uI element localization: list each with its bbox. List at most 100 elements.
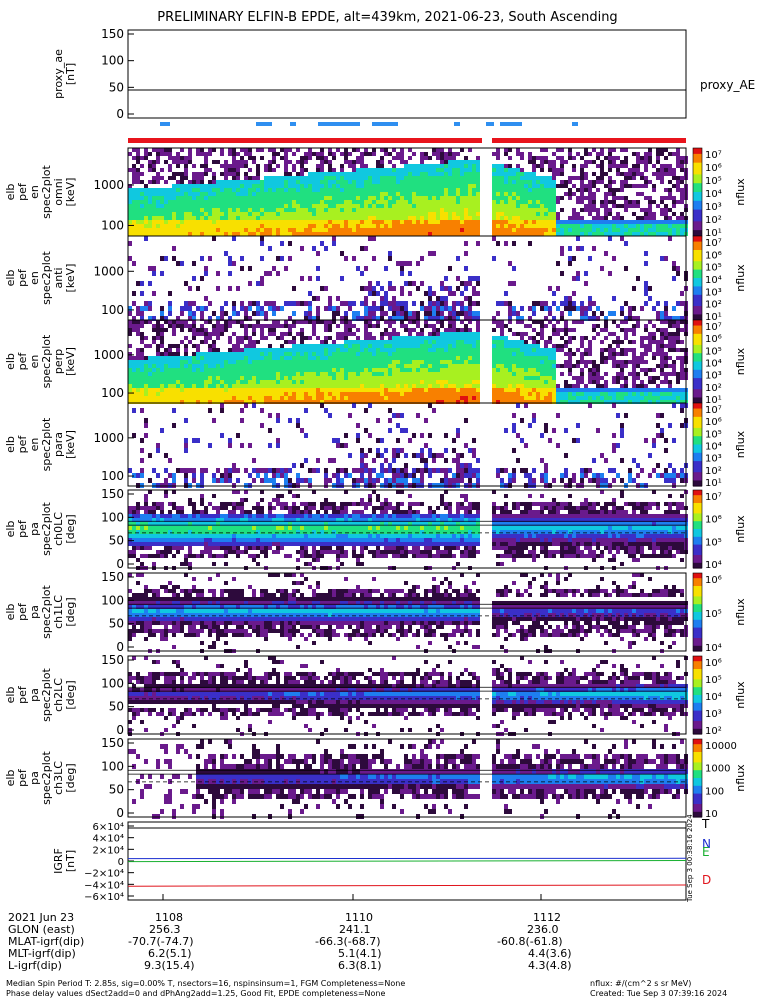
heatmap-cell bbox=[388, 348, 392, 352]
heatmap-cell bbox=[304, 311, 308, 316]
heatmap-cell bbox=[128, 380, 132, 384]
heatmap-cell bbox=[552, 204, 556, 208]
heatmap-cell bbox=[648, 152, 652, 156]
heatmap-cell bbox=[180, 192, 184, 196]
heatmap-cell bbox=[460, 160, 464, 164]
heatmap-cell bbox=[624, 148, 628, 152]
heatmap-cell bbox=[220, 164, 224, 168]
heatmap-cell bbox=[664, 212, 668, 216]
heatmap-cell bbox=[172, 160, 176, 164]
heatmap-cell bbox=[668, 172, 672, 176]
heatmap-cell bbox=[188, 188, 192, 192]
heatmap-cell bbox=[444, 316, 448, 321]
heatmap-cell bbox=[256, 224, 260, 228]
heatmap-cell bbox=[300, 396, 304, 400]
heatmap-cell bbox=[440, 160, 444, 164]
heatmap-cell bbox=[496, 180, 500, 184]
heatmap-cell bbox=[524, 372, 528, 376]
heatmap-cell bbox=[508, 328, 512, 332]
heatmap-cell bbox=[368, 316, 372, 321]
heatmap-cell bbox=[652, 306, 656, 311]
heatmap-cell bbox=[316, 251, 320, 256]
heatmap-cell bbox=[424, 232, 428, 236]
heatmap-cell bbox=[436, 176, 440, 180]
heatmap-cell bbox=[516, 196, 520, 200]
heatmap-cell bbox=[268, 328, 272, 332]
heatmap-cell bbox=[252, 348, 256, 352]
heatmap-cell bbox=[220, 332, 224, 336]
heatmap-cell bbox=[132, 388, 136, 392]
heatmap-cell bbox=[540, 396, 544, 400]
heatmap-cell bbox=[552, 212, 556, 216]
heatmap-cell bbox=[172, 324, 176, 328]
heatmap-cell bbox=[172, 204, 176, 208]
heatmap-cell bbox=[552, 224, 556, 228]
heatmap-cell bbox=[388, 281, 392, 286]
heatmap-cell bbox=[288, 212, 292, 216]
heatmap-cell bbox=[240, 352, 244, 356]
heatmap-cell bbox=[268, 246, 272, 251]
heatmap-cell bbox=[408, 348, 412, 352]
heatmap-cell bbox=[260, 184, 264, 188]
heatmap-cell bbox=[292, 380, 296, 384]
heatmap-cell bbox=[200, 220, 204, 224]
heatmap-cell bbox=[320, 392, 324, 396]
heatmap-cell bbox=[160, 208, 164, 212]
heatmap-cell bbox=[476, 384, 480, 388]
heatmap-cell bbox=[236, 184, 240, 188]
heatmap-cell bbox=[364, 172, 368, 176]
heatmap-cell bbox=[208, 400, 212, 404]
heatmap-cell bbox=[396, 336, 400, 340]
heatmap-cell bbox=[228, 228, 232, 232]
heatmap-cell bbox=[420, 281, 424, 286]
heatmap-cell bbox=[552, 360, 556, 364]
heatmap-cell bbox=[548, 184, 552, 188]
heatmap-cell bbox=[260, 228, 264, 232]
heatmap-cell bbox=[420, 152, 424, 156]
heatmap-cell bbox=[320, 241, 324, 246]
heatmap-cell bbox=[288, 388, 292, 392]
heatmap-cell bbox=[188, 160, 192, 164]
heatmap-cell bbox=[304, 224, 308, 228]
heatmap-cell bbox=[500, 352, 504, 356]
heatmap-cell bbox=[472, 376, 476, 380]
heatmap-cell bbox=[456, 180, 460, 184]
heatmap-cell bbox=[396, 372, 400, 376]
heatmap-cell bbox=[216, 224, 220, 228]
heatmap-cell bbox=[184, 200, 188, 204]
heatmap-cell bbox=[508, 156, 512, 160]
heatmap-cell bbox=[372, 208, 376, 212]
heatmap-cell bbox=[540, 332, 544, 336]
heatmap-cell bbox=[328, 224, 332, 228]
heatmap-cell bbox=[444, 180, 448, 184]
heatmap-cell bbox=[304, 352, 308, 356]
heatmap-cell bbox=[284, 232, 288, 236]
heatmap-cell bbox=[420, 301, 424, 306]
heatmap-cell bbox=[396, 200, 400, 204]
heatmap-cell bbox=[280, 392, 284, 396]
heatmap-cell bbox=[140, 332, 144, 336]
heatmap-cell bbox=[504, 384, 508, 388]
figure-title: PRELIMINARY ELFIN-B EPDE, alt=439km, 202… bbox=[157, 10, 618, 25]
heatmap-cell bbox=[136, 224, 140, 228]
heatmap-cell bbox=[412, 336, 416, 340]
heatmap-cell bbox=[424, 348, 428, 352]
heatmap-cell bbox=[400, 340, 404, 344]
heatmap-cell bbox=[440, 396, 444, 400]
heatmap-cell bbox=[584, 281, 588, 286]
heatmap-cell bbox=[564, 224, 568, 228]
heatmap-cell bbox=[544, 232, 548, 236]
heatmap-cell bbox=[384, 152, 388, 156]
heatmap-cell bbox=[544, 388, 548, 392]
heatmap-cell bbox=[476, 232, 480, 236]
heatmap-cell bbox=[268, 332, 272, 336]
heatmap-cell bbox=[400, 200, 404, 204]
heatmap-cell bbox=[368, 208, 372, 212]
heatmap-cell bbox=[328, 396, 332, 400]
heatmap-cell bbox=[424, 352, 428, 356]
heatmap-cell bbox=[568, 364, 572, 368]
heatmap-cell bbox=[568, 388, 572, 392]
heatmap-cell bbox=[252, 188, 256, 192]
heatmap-cell bbox=[672, 204, 676, 208]
heatmap-cell bbox=[388, 392, 392, 396]
